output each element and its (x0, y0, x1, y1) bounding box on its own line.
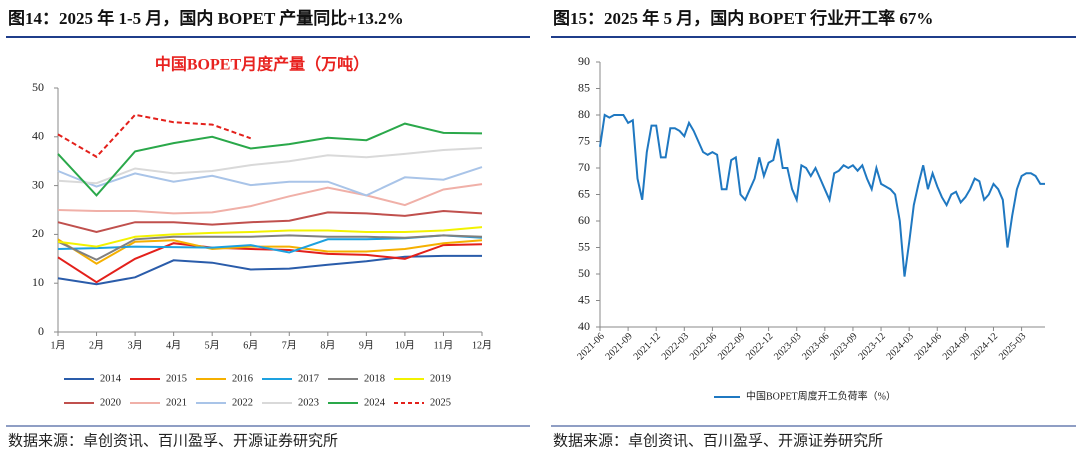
x-tick-label: 2024-12 (969, 331, 1000, 362)
y-tick-label: 60 (578, 213, 590, 227)
legend-label: 2025 (430, 397, 451, 408)
x-tick-label: 4月 (166, 339, 181, 351)
x-tick-label: 2024-03 (885, 331, 916, 362)
series-line (57, 166, 483, 197)
x-tick-label: 11月 (434, 339, 454, 351)
source: 数据来源：卓创资讯、百川盈孚、开源证券研究所 (553, 432, 883, 449)
y-tick-label: 40 (32, 129, 44, 143)
y-tick-label: 10 (32, 275, 44, 289)
legend-label: 2015 (166, 373, 187, 384)
series-line (599, 113, 1045, 277)
chart-subtitle: 中国BOPET月度产量（万吨） (155, 55, 369, 74)
series-line (57, 238, 483, 265)
series-line (57, 147, 483, 185)
y-tick-label: 45 (578, 292, 590, 306)
legend-label: 2024 (364, 397, 386, 408)
legend-label: 2022 (232, 397, 253, 408)
x-tick-label: 12月 (472, 339, 492, 351)
x-tick-label: 9月 (359, 339, 374, 351)
y-tick-label: 55 (578, 239, 590, 253)
legend-label: 2021 (166, 397, 187, 408)
x-tick-label: 2月 (89, 339, 104, 351)
legend-label: 2019 (430, 373, 451, 384)
y-tick-label: 80 (578, 107, 590, 121)
legend-label: 中国BOPET周度开工负荷率（%） (746, 389, 896, 402)
legend-label: 2014 (100, 373, 122, 384)
x-tick-label: 2025-03 (997, 331, 1028, 362)
x-tick-label: 2024-09 (941, 331, 972, 362)
y-tick-label: 0 (38, 324, 44, 338)
x-tick-label: 2023-12 (856, 331, 887, 362)
x-tick-label: 2023-03 (772, 331, 803, 362)
series-line (57, 122, 483, 197)
source: 数据来源：卓创资讯、百川盈孚、开源证券研究所 (8, 432, 338, 449)
x-tick-label: 1月 (51, 339, 66, 351)
x-tick-label: 2022-03 (660, 331, 691, 362)
legend-label: 2020 (100, 397, 121, 408)
y-tick-label: 75 (578, 133, 590, 147)
x-tick-label: 3月 (128, 339, 143, 351)
legend-label: 2017 (298, 373, 319, 384)
x-tick-label: 2022-06 (688, 331, 719, 362)
panel-title: 图14：2025 年 1-5 月，国内 BOPET 产量同比+13.2% (8, 8, 404, 28)
series-line (57, 113, 252, 159)
y-tick-label: 50 (578, 266, 590, 280)
series-line (57, 234, 483, 261)
panel-title: 图15：2025 年 5 月，国内 BOPET 行业开工率 67% (553, 8, 933, 28)
legend-label: 2023 (298, 397, 319, 408)
x-tick-label: 6月 (243, 339, 258, 351)
series-line (57, 254, 482, 286)
x-tick-label: 5月 (205, 339, 220, 351)
x-tick-label: 10月 (395, 339, 415, 351)
series-line (57, 226, 483, 248)
y-tick-label: 90 (578, 54, 590, 68)
y-tick-label: 20 (32, 226, 44, 240)
series-line (57, 183, 483, 215)
y-tick-label: 85 (578, 80, 590, 94)
x-tick-label: 2021-06 (575, 331, 606, 362)
series-line (57, 209, 483, 234)
y-tick-label: 40 (578, 319, 590, 333)
x-tick-label: 8月 (320, 339, 335, 351)
legend-label: 2018 (364, 373, 385, 384)
x-tick-label: 2022-12 (744, 331, 775, 362)
y-tick-label: 50 (32, 80, 44, 94)
y-tick-label: 30 (32, 177, 44, 191)
y-tick-label: 65 (578, 186, 590, 200)
x-tick-label: 2023-09 (828, 331, 859, 362)
x-tick-label: 2021-09 (603, 331, 634, 362)
y-tick-label: 70 (578, 160, 590, 174)
x-tick-label: 2024-06 (913, 331, 944, 362)
x-tick-label: 7月 (282, 339, 297, 351)
legend-label: 2016 (232, 373, 253, 384)
x-tick-label: 2022-09 (716, 331, 747, 362)
x-tick-label: 2021-12 (632, 331, 663, 362)
x-tick-label: 2023-06 (800, 331, 831, 362)
